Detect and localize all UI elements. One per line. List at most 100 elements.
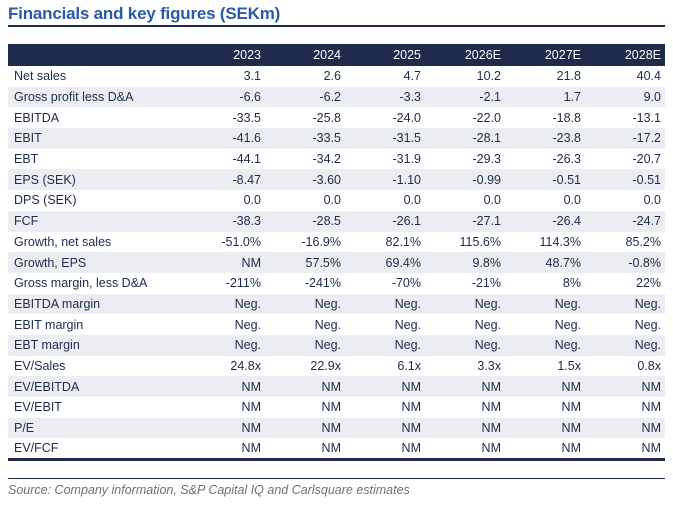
cell-value: -26.4 (552, 214, 582, 229)
cell-value: NM (321, 400, 341, 415)
table-row: Growth, EPS NM 57.5% 69.4% 9.8% 48.7% -0.8% (8, 252, 665, 273)
table-row: EBT -44.1 -34.2 -31.9 -29.3 -26.3 -20.7 (8, 149, 665, 170)
cell-value: -26.3 (552, 152, 582, 167)
cell-value: 10.2 (476, 69, 501, 84)
cell-value: -26.1 (392, 214, 422, 229)
cell-value: NM (321, 379, 341, 394)
page-title: Financials and key figures (SEKm) (8, 0, 665, 27)
row-label: EV/Sales (14, 358, 66, 373)
cell-value: -8.47 (232, 172, 262, 187)
row-label: Growth, EPS (14, 255, 87, 270)
table-row: EBITDA margin Neg. Neg. Neg. Neg. Neg. Neg. (8, 293, 665, 315)
cell-value: Neg. (634, 338, 661, 353)
column-header: 2028E (624, 48, 661, 62)
column-header: 2025 (393, 48, 421, 62)
table-row: DPS (SEK) 0.0 0.0 0.0 0.0 0.0 0.0 (8, 190, 665, 211)
table-row: Gross margin, less D&A -211% -241% -70% -21%… (8, 273, 665, 294)
cell-value: NM (481, 379, 501, 394)
table-row: EV/FCF NM NM NM NM NM NM (8, 438, 665, 459)
cell-value: 115.6% (459, 234, 501, 249)
cell-value: NM (641, 400, 661, 415)
cell-value: -27.1 (472, 214, 502, 229)
cell-value: -25.8 (312, 110, 342, 125)
cell-value: Neg. (234, 338, 261, 353)
table-row: EBT margin Neg. Neg. Neg. Neg. Neg. Neg. (8, 334, 665, 356)
cell-value: NM (321, 440, 341, 455)
cell-value: Neg. (634, 317, 661, 332)
cell-value: NM (561, 400, 581, 415)
cell-value: -31.5 (392, 131, 422, 146)
cell-value: 4.7 (403, 69, 421, 84)
cell-value: -70% (391, 276, 421, 291)
cell-value: NM (481, 440, 501, 455)
row-label: Growth, net sales (14, 234, 112, 249)
table-row: EV/Sales 24.8x 22.9x 6.1x 3.3x 1.5x 0.8x (8, 356, 665, 377)
row-label: EBIT (14, 131, 42, 146)
cell-value: 2.6 (323, 69, 341, 84)
cell-value: 3.1 (243, 69, 261, 84)
cell-value: -1.10 (392, 172, 422, 187)
cell-value: -28.1 (472, 131, 502, 146)
cell-value: 57.5% (305, 255, 341, 270)
cell-value: -28.5 (312, 214, 342, 229)
row-label: Gross profit less D&A (14, 90, 134, 105)
cell-value: -23.8 (552, 131, 582, 146)
cell-value: -2.1 (479, 90, 501, 105)
row-label: FCF (14, 214, 39, 229)
cell-value: -33.5 (312, 131, 342, 146)
cell-value: -13.1 (632, 110, 662, 125)
table-row: EBIT margin Neg. Neg. Neg. Neg. Neg. Neg. (8, 314, 665, 335)
cell-value: NM (641, 440, 661, 455)
cell-value: -34.2 (312, 152, 342, 167)
cell-value: Neg. (474, 296, 501, 311)
cell-value: -24.0 (392, 110, 422, 125)
cell-value: Neg. (554, 296, 581, 311)
cell-value: -6.6 (239, 90, 261, 105)
cell-value: NM (481, 400, 501, 415)
row-label-header (8, 44, 185, 66)
cell-value: NM (241, 421, 261, 436)
cell-value: -22.0 (472, 110, 502, 125)
table-row: P/E NM NM NM NM NM NM (8, 417, 665, 439)
cell-value: 114.3% (539, 234, 581, 249)
column-header: 2023 (233, 48, 261, 62)
cell-value: -6.2 (319, 90, 341, 105)
cell-value: -0.8% (628, 255, 661, 270)
row-label: EBIT margin (14, 317, 84, 332)
cell-value: Neg. (554, 338, 581, 353)
cell-value: -21% (471, 276, 501, 291)
cell-value: NM (561, 440, 581, 455)
financials-table: 2023 2024 2025 2026E 2027E 2028E Net sales 3.1… (8, 44, 665, 461)
table-row: EV/EBITDA NM NM NM NM NM NM (8, 376, 665, 397)
cell-value: -241% (304, 276, 341, 291)
cell-value: 21.8 (556, 69, 581, 84)
table-body: Net sales 3.1 2.6 4.7 10.2 21.8 40.4 Gross prof… (8, 66, 665, 459)
cell-value: NM (641, 379, 661, 394)
cell-value: Neg. (634, 296, 661, 311)
cell-value: 0.0 (323, 193, 341, 208)
table-row: EPS (SEK) -8.47 -3.60 -1.10 -0.99 -0.51 -0.51 (8, 169, 665, 191)
row-label: EPS (SEK) (14, 172, 76, 187)
source-note: Source: Company information, S&P Capital… (8, 482, 410, 497)
table-row: Net sales 3.1 2.6 4.7 10.2 21.8 40.4 (8, 66, 665, 87)
cell-value: NM (561, 421, 581, 436)
cell-value: 8% (562, 276, 581, 291)
cell-value: Neg. (394, 296, 421, 311)
cell-value: 40.4 (636, 69, 661, 84)
cell-value: 82.1% (385, 234, 421, 249)
row-label: EV/EBITDA (14, 379, 80, 394)
cell-value: 0.0 (483, 193, 501, 208)
cell-value: NM (401, 421, 421, 436)
cell-value: -24.7 (632, 214, 662, 229)
cell-value: Neg. (314, 317, 341, 332)
cell-value: Neg. (234, 296, 261, 311)
cell-value: NM (241, 255, 261, 270)
cell-value: Neg. (394, 317, 421, 332)
footer-divider (8, 477, 665, 479)
table-header-row: 2023 2024 2025 2026E 2027E 2028E (8, 44, 665, 66)
cell-value: -0.99 (472, 172, 502, 187)
table-row: EBITDA -33.5 -25.8 -24.0 -22.0 -18.8 -13.1 (8, 107, 665, 128)
row-label: EV/FCF (14, 440, 59, 455)
cell-value: 1.7 (563, 90, 581, 105)
